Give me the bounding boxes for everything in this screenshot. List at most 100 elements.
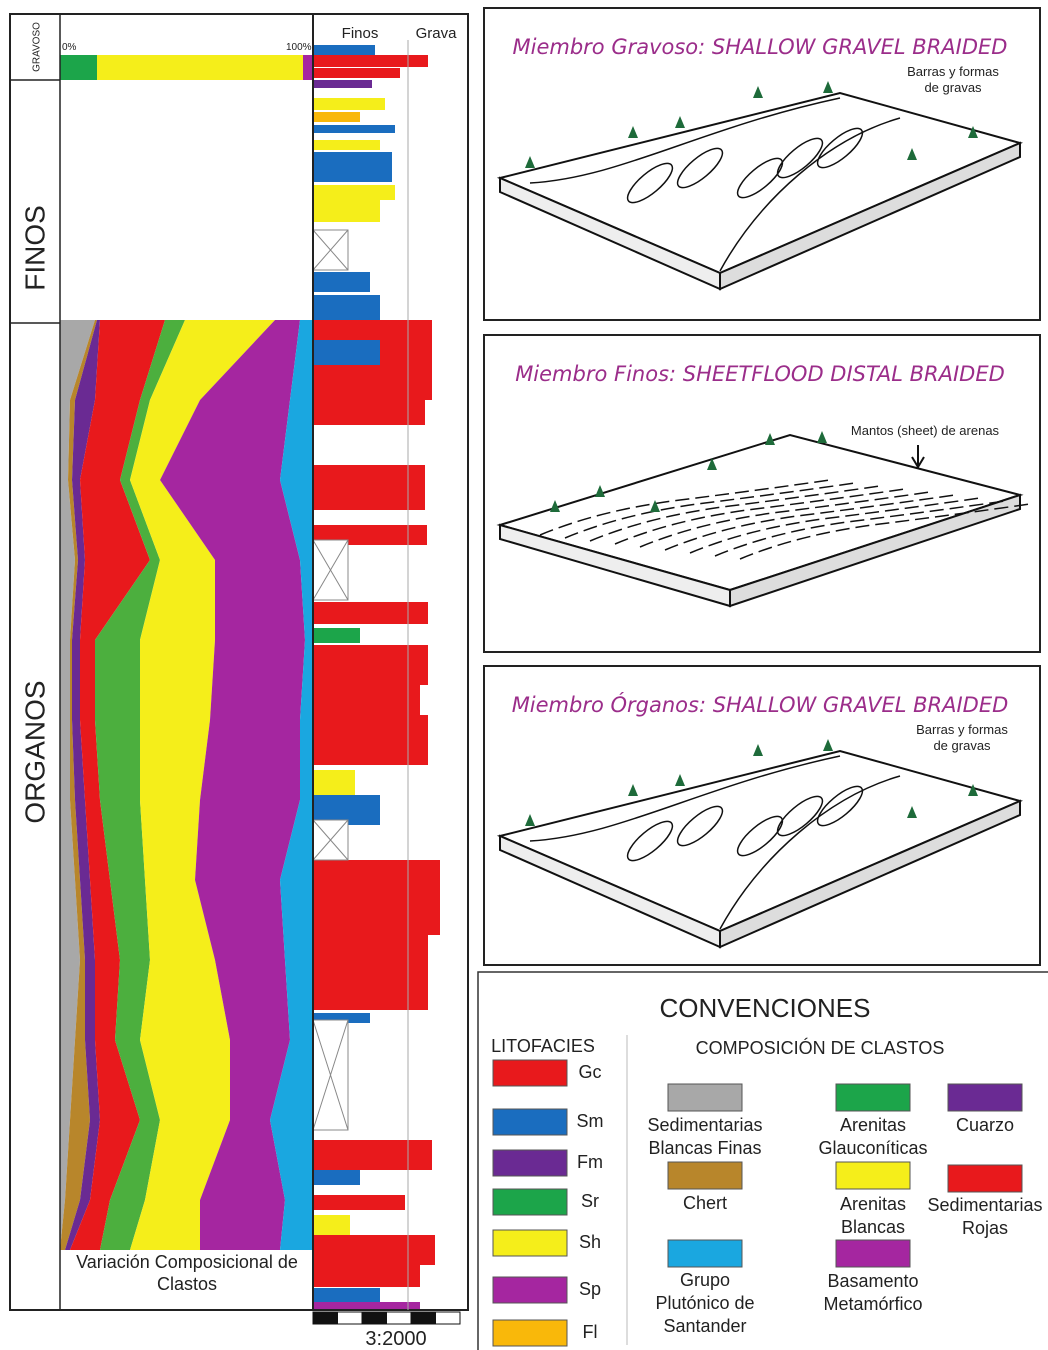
gravel-bar: [776, 795, 824, 837]
annotation: Barras y formas: [907, 64, 999, 79]
legend-swatch: [492, 1319, 568, 1347]
gravel-bar: [776, 137, 824, 179]
tree-icon: [968, 126, 978, 138]
band: [160, 320, 305, 1250]
scale-segment: [386, 1311, 412, 1325]
bed: [313, 602, 428, 624]
scale-segment: [435, 1311, 461, 1325]
bed: [313, 98, 385, 110]
band: [60, 320, 95, 1250]
bed: [313, 112, 360, 122]
lithology-column: [312, 45, 440, 1310]
gravel-bar: [676, 805, 724, 847]
legend-label: Sp: [579, 1279, 601, 1299]
legend-subtitle: COMPOSICIÓN DE CLASTOS: [696, 1037, 945, 1058]
legend-swatch: [667, 1239, 743, 1268]
channel: [719, 117, 901, 272]
tree-icon: [968, 784, 978, 796]
bed: [313, 645, 428, 685]
bed: [313, 45, 375, 55]
legend-swatch: [492, 1108, 568, 1136]
band: [65, 320, 100, 1250]
sheet-line: [639, 491, 931, 548]
column-label: ORGANOS: [19, 680, 50, 823]
block-side: [719, 799, 1021, 949]
tree-icon: [753, 744, 763, 756]
scale-segment: [410, 1311, 436, 1325]
bed: [313, 1013, 370, 1023]
legend-label: Sedimentarias: [647, 1115, 762, 1135]
sheet-line: [539, 479, 831, 536]
legend-label: Gc: [578, 1062, 601, 1082]
channel: [529, 97, 841, 184]
annotation: Mantos (sheet) de arenas: [851, 423, 1000, 438]
panel-title: Miembro Órganos: SHALLOW GRAVEL BRAIDED: [512, 692, 1009, 717]
legend-label: Glauconíticas: [818, 1138, 927, 1158]
tree-icon: [550, 500, 560, 512]
legend-swatch: [835, 1239, 911, 1268]
panel-title: Miembro Finos: SHEETFLOOD DISTAL BRAIDED: [515, 362, 1005, 386]
legend-label: Metamórfico: [823, 1294, 922, 1314]
bed: [313, 152, 392, 182]
covered-interval: [312, 819, 349, 861]
tree-icon: [525, 156, 535, 168]
gravel-bar: [626, 820, 674, 862]
bed: [313, 1288, 380, 1303]
bed: [313, 340, 380, 365]
legend-label: Blancas: [841, 1217, 905, 1237]
bed: [313, 125, 395, 133]
legend-subtitle: LITOFACIES: [491, 1036, 595, 1056]
column-header: Finos: [342, 25, 379, 42]
bed: [313, 1170, 360, 1185]
band: [270, 320, 313, 1250]
caption: Clastos: [157, 1274, 217, 1294]
caption: Variación Composicional de: [76, 1252, 298, 1272]
band: [60, 320, 97, 1250]
panels: Miembro Gravoso: SHALLOW GRAVEL BRAIDED B…: [483, 7, 1041, 966]
tree-icon: [823, 739, 833, 751]
bed: [313, 770, 355, 795]
legend-label: Chert: [683, 1193, 727, 1213]
bed: [313, 1235, 435, 1265]
tree-icon: [628, 126, 638, 138]
block-side: [719, 141, 1021, 291]
block-side: [729, 493, 1021, 608]
legend-label: Sr: [581, 1191, 599, 1211]
legend-label: Cuarzo: [956, 1115, 1014, 1135]
gravel-bar: [626, 162, 674, 204]
legend-label: Fm: [577, 1152, 603, 1172]
legend-label: Sm: [577, 1111, 604, 1131]
sheet-line: [664, 494, 956, 551]
bed: [313, 80, 372, 88]
sheet-line: [739, 503, 1031, 560]
bed: [313, 715, 428, 765]
legend-label: Blancas Finas: [648, 1138, 761, 1158]
tree-icon: [817, 431, 827, 443]
band: [130, 320, 275, 1250]
bed: [313, 628, 360, 643]
gravel-bar: [736, 157, 784, 199]
tree-icon: [675, 116, 685, 128]
left-frame: [9, 13, 469, 1311]
scale-bar: [312, 1311, 461, 1325]
axis-label: 0%: [62, 42, 77, 53]
tree-icon: [823, 81, 833, 93]
band: [303, 55, 313, 80]
bed: [313, 68, 400, 78]
covered-interval: [312, 1019, 349, 1131]
scale-segment: [337, 1311, 363, 1325]
legend-swatch: [492, 1059, 568, 1087]
legend-label: Santander: [663, 1316, 746, 1336]
tree-icon: [675, 774, 685, 786]
band: [70, 320, 165, 1250]
legend-swatch: [492, 1188, 568, 1216]
tree-icon: [907, 806, 917, 818]
bed: [313, 1195, 405, 1210]
panel-frame: [483, 334, 1041, 653]
tree-icon: [707, 458, 717, 470]
composition-plot: [60, 55, 313, 1250]
legend-label: Arenitas: [840, 1194, 906, 1214]
tree-icon: [907, 148, 917, 160]
sheet-line: [614, 488, 906, 545]
